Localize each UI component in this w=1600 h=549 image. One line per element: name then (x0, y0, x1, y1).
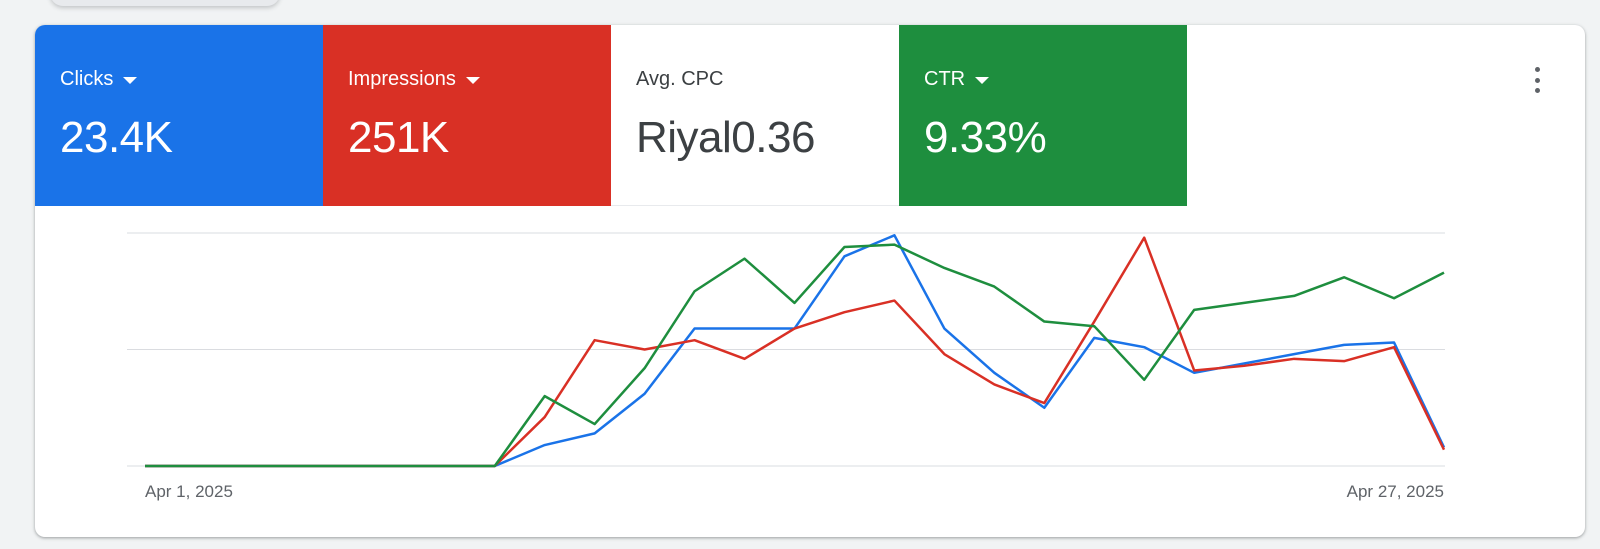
more-vert-icon[interactable] (1525, 65, 1549, 95)
metric-header-ctr: CTR (924, 67, 1187, 91)
metric-tile-ctr[interactable]: CTR 9.33% (899, 25, 1187, 206)
x-tick-label-end: Apr 27, 2025 (1347, 482, 1444, 501)
performance-card: Clicks 23.4K Impressions 251K Avg. CPC R… (35, 25, 1585, 537)
dropdown-caret-icon[interactable] (123, 76, 138, 84)
dropdown-caret-icon[interactable] (465, 76, 480, 84)
metric-value-clicks: 23.4K (60, 113, 173, 162)
metric-value-ctr: 9.33% (924, 113, 1047, 162)
series-line-0 (145, 234, 1446, 468)
dropdown-caret-icon[interactable] (975, 76, 990, 84)
metric-tile-clicks[interactable]: Clicks 23.4K (35, 25, 323, 206)
metric-tile-avg-cpc[interactable]: Avg. CPC Riyal0.36 (611, 25, 899, 206)
metric-header-impressions: Impressions (348, 67, 611, 91)
series-line-1 (145, 236, 1446, 468)
metric-label-impressions: Impressions (348, 67, 456, 90)
metric-label-avg-cpc: Avg. CPC (636, 67, 724, 90)
metric-header-avg-cpc: Avg. CPC (636, 67, 899, 91)
metric-value-avg-cpc: Riyal0.36 (636, 113, 815, 162)
metric-value-impressions: 251K (348, 113, 449, 162)
top-tab-shadow (50, 0, 280, 6)
series-line-2 (145, 243, 1445, 468)
metric-label-clicks: Clicks (60, 67, 114, 90)
line-chart: Apr 1, 2025 Apr 27, 2025 (127, 232, 1446, 501)
metric-header-clicks: Clicks (60, 67, 323, 91)
x-tick-label-start: Apr 1, 2025 (145, 482, 233, 501)
metric-tile-impressions[interactable]: Impressions 251K (323, 25, 611, 206)
metric-tiles: Clicks 23.4K Impressions 251K Avg. CPC R… (35, 25, 1187, 206)
metric-label-ctr: CTR (924, 67, 966, 90)
